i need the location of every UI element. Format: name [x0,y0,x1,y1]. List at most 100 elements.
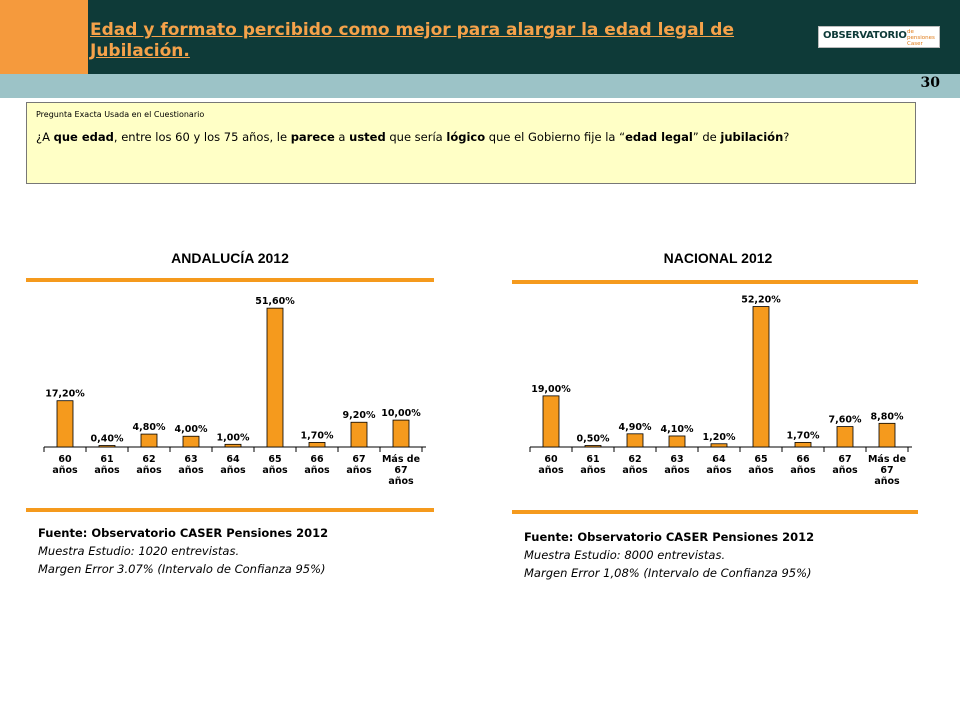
x-tick-label: años [748,465,774,476]
x-tick-label: 67 [394,465,407,476]
question-text-part: que edad [53,130,114,144]
page-title: Edad y formato percibido como mejor para… [90,20,735,61]
bar [878,422,896,448]
x-tick-label: 62 [142,454,155,465]
bar-value-label: 51,60% [255,296,295,307]
x-tick-label: 61 [586,454,599,465]
header-accent-block [0,0,88,74]
bar [794,442,812,448]
bar [752,306,770,448]
page-number: 30 [920,75,940,91]
source-title-andalucia: Fuente: Observatorio CASER Pensiones 201… [38,526,329,540]
bar-value-label: 0,50% [577,434,610,445]
chart-bottom-line-andalucia [26,508,434,512]
bar [392,419,410,448]
x-tick-label: años [790,465,816,476]
bar-value-label: 4,90% [619,422,652,433]
bar-value-label: 1,00% [217,432,250,443]
x-tick-label: 60 [544,454,558,465]
x-tick-label: años [622,465,648,476]
question-text-part: que sería [385,130,447,144]
bar-value-label: 7,60% [829,415,862,426]
x-tick-label: 61 [100,454,113,465]
x-tick-label: años [706,465,732,476]
question-text-part: ? [783,130,790,144]
bar [140,433,158,448]
x-tick-label: Más de [868,454,906,465]
bar-value-label: 4,10% [661,424,694,435]
bar-value-label: 1,70% [787,430,820,441]
chart-title-nacional: NACIONAL 2012 [663,250,773,266]
x-tick-label: 63 [670,454,683,465]
question-text-part: lógico [446,130,486,144]
question-text: ¿A que edad, entre los 60 y los 75 años,… [36,129,908,146]
x-tick-label: años [262,465,288,476]
logo-subtext: de pensiones Caser [907,29,935,47]
question-label: Pregunta Exacta Usada en el Cuestionario [36,110,205,119]
bar [626,433,644,448]
bar-value-label: 8,80% [871,411,904,422]
bar-value-label: 4,00% [175,424,208,435]
x-tick-label: 60 [58,454,72,465]
x-tick-label: 67 [352,454,365,465]
x-tick-label: 67 [880,465,893,476]
x-tick-label: años [580,465,606,476]
x-tick-label: años [346,465,372,476]
x-tick-label: 67 [838,454,851,465]
bar-value-label: 17,20% [45,389,85,400]
bar [542,395,560,448]
x-tick-label: 65 [754,454,767,465]
bar [182,435,200,448]
x-tick-label: años [388,476,414,487]
bar [56,400,74,448]
bar [584,445,602,448]
x-tick-label: 66 [796,454,810,465]
x-tick-label: años [832,465,858,476]
x-tick-label: 66 [310,454,324,465]
x-tick-label: años [874,476,900,487]
chart-title-andalucia: ANDALUCÍA 2012 [171,250,289,266]
chart-nacional: 19,00%60años0,50%61años4,90%62años4,10%6… [529,295,912,487]
bar-value-label: 52,20% [741,295,781,306]
bar [266,307,284,448]
x-tick-label: años [538,465,564,476]
header-subbar [0,74,960,98]
bar-value-label: 0,40% [91,434,124,445]
bar-value-label: 1,20% [703,432,736,443]
x-tick-label: años [52,465,78,476]
question-text-part: que el Gobierno fije la “ [485,130,626,144]
bar-value-label: 10,00% [381,408,421,419]
x-tick-label: 63 [184,454,197,465]
bar [710,443,728,448]
x-tick-label: años [664,465,690,476]
bar-value-label: 19,00% [531,384,571,395]
x-tick-label: 65 [268,454,281,465]
logo-text: OBSERVATORIO [823,30,907,41]
source-margin-nacional: Margen Error 1,08% (Intervalo de Confian… [524,566,812,580]
source-sample-nacional: Muestra Estudio: 8000 entrevistas. [524,548,726,562]
x-tick-label: años [220,465,246,476]
x-tick-label: Más de [382,454,420,465]
x-tick-label: 62 [628,454,641,465]
x-tick-label: años [94,465,120,476]
question-text-part: , entre los 60 y los 75 años, le [113,130,291,144]
source-title-nacional: Fuente: Observatorio CASER Pensiones 201… [524,530,815,544]
question-text-part: ¿A [36,130,54,144]
bar-value-label: 9,20% [343,410,376,421]
source-sample-andalucia: Muestra Estudio: 1020 entrevistas. [38,544,240,558]
bar [668,435,686,448]
x-tick-label: años [304,465,330,476]
bar [350,421,368,448]
chart-andalucia: 17,20%60años0,40%61años4,80%62años4,00%6… [43,296,426,487]
x-tick-label: años [178,465,204,476]
chart-bottom-line-nacional [512,510,918,514]
question-text-part: ” de [692,130,721,144]
question-text-part: parece [290,130,335,144]
observatorio-logo: OBSERVATORIO de pensiones Caser [818,26,940,48]
source-nacional: Fuente: Observatorio CASER Pensiones 201… [524,528,924,582]
bar-value-label: 4,80% [133,422,166,433]
question-text-part: a [334,130,350,144]
x-tick-label: 64 [712,454,726,465]
chart-top-line-andalucia [26,278,434,282]
question-box: Pregunta Exacta Usada en el Cuestionario… [26,102,916,184]
